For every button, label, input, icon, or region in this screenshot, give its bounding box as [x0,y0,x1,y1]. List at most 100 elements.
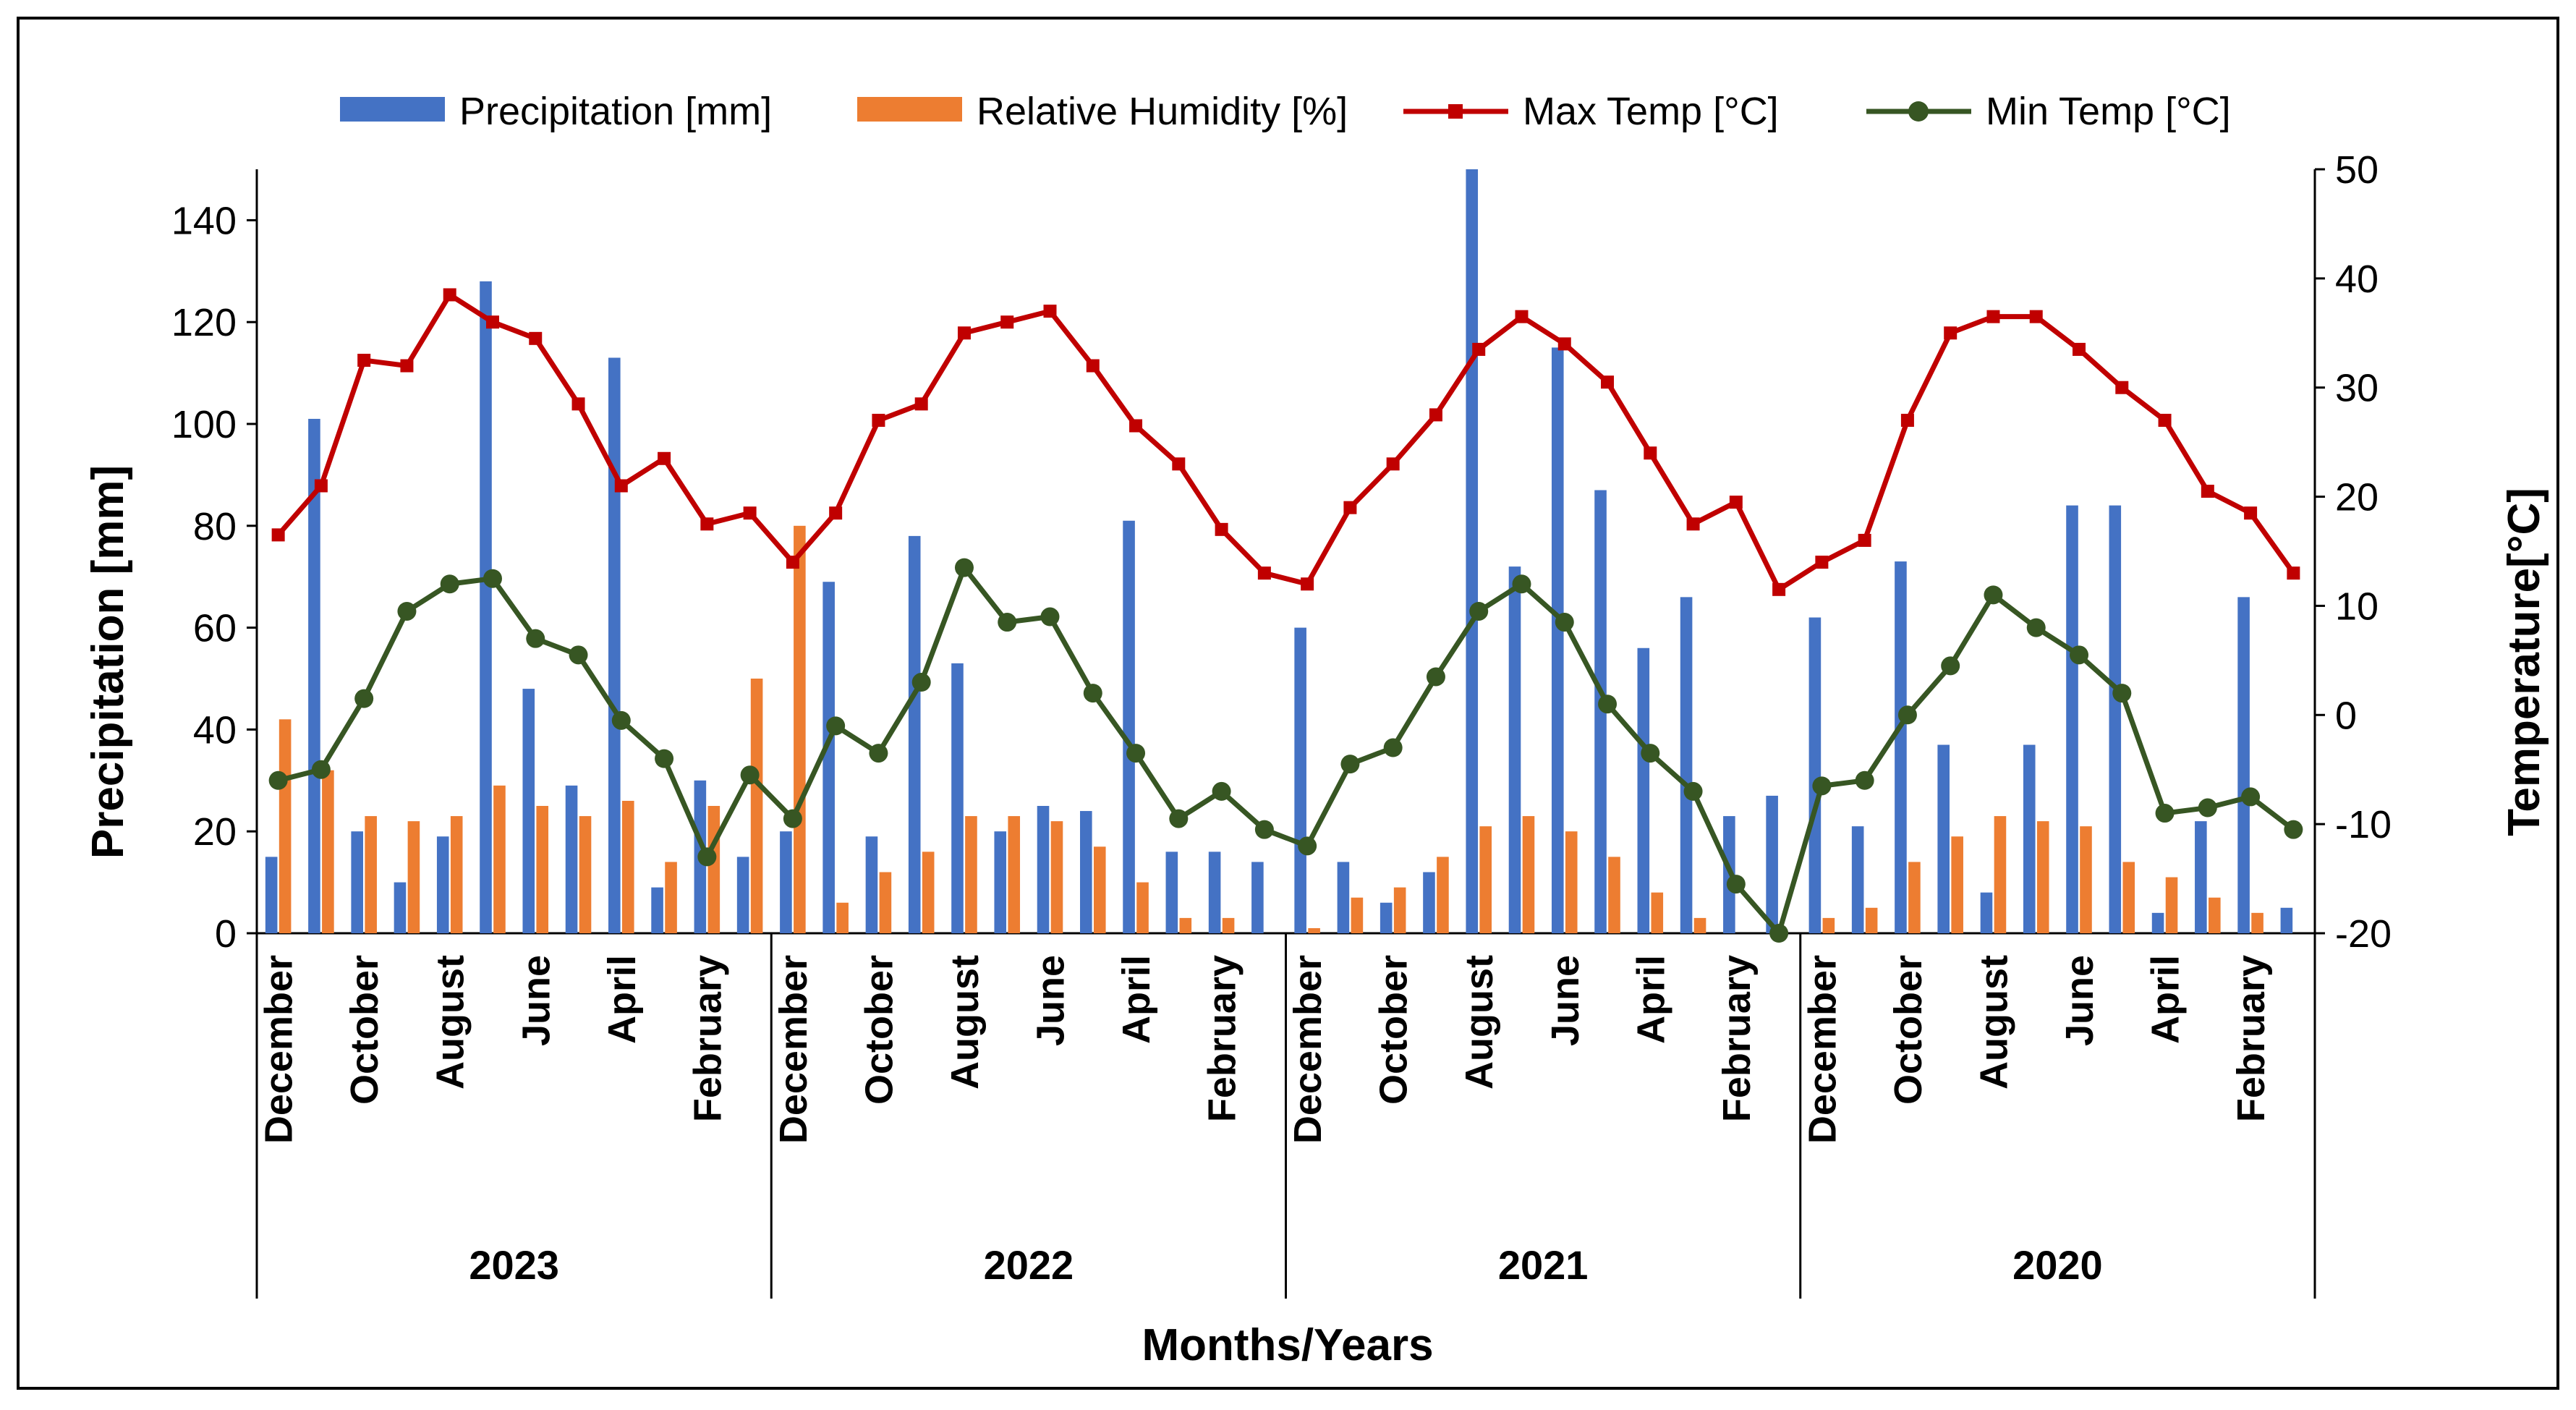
precipitation-bar [1423,872,1435,933]
y-left-tick-label: 40 [193,708,237,752]
max-temp-point [485,315,499,329]
humidity-bar [1522,816,1535,933]
month-tick-label: October [1372,955,1416,1105]
min-temp-point [1254,820,1274,839]
precipitation-bar [1380,902,1393,933]
max-temp-point [357,354,371,367]
series-lines [268,288,2303,943]
humidity-bar [1393,887,1406,933]
precipitation-bar [2237,597,2250,933]
legend-humidity: Relative Humidity [%] [857,90,1348,133]
min-temp-line [277,565,2295,936]
legend-humidity-swatch [857,97,962,122]
min-temp-point [311,760,331,779]
humidity-bar [1994,816,2007,933]
y-left-tick-label: 60 [193,607,237,650]
legend-min-temp-label: Min Temp [°C] [1986,90,2231,133]
max-temp-point [2115,381,2129,394]
min-temp-point [998,613,1017,632]
legend-humidity-label: Relative Humidity [%] [977,90,1348,133]
humidity-bar [2122,862,2135,933]
min-temp-point [2284,820,2303,839]
humidity-bar [2209,897,2221,933]
precipitation-bar [1937,744,1950,933]
precipitation-bar [308,418,320,933]
month-tick-label: June [1029,955,1073,1046]
min-temp-point [1683,781,1703,801]
min-temp-point [2070,645,2089,665]
max-temp-point [1557,337,1571,351]
max-temp-point [1815,556,1829,569]
min-temp-point [2241,787,2261,807]
max-temp-point [658,451,671,465]
precipitation-bar [608,357,621,934]
y-right-tick-label: 30 [2335,367,2379,410]
month-tick-label: August [943,955,987,1090]
precipitation-bar [2280,907,2293,933]
max-temp-point [529,331,543,345]
max-temp-point [914,397,928,411]
month-tick-label: June [2058,955,2101,1046]
y-right-tick-label: 20 [2335,476,2379,519]
legend-precipitation-swatch [340,97,445,122]
precipitation-bar [994,831,1007,933]
min-temp-point [1426,667,1445,687]
humidity-bar [707,806,720,933]
min-temp-point [526,629,545,648]
month-tick-label: December [1286,955,1330,1144]
humidity-bar [450,816,463,933]
precipitation-bar [1766,795,1778,933]
month-tick-label: October [343,955,386,1105]
month-tick-label: December [258,955,301,1144]
min-temp-point [783,809,802,828]
legend-max-temp: Max Temp [°C] [1403,90,1779,133]
precipitation-bar [1466,169,1479,933]
month-tick-label: August [1458,955,1501,1090]
x-axis: December October August June April February 20… [255,933,2316,1299]
humidity-bar [2036,821,2049,933]
min-temp-point [1897,705,1917,725]
legend-max-temp-swatch-marker [1448,104,1463,119]
humidity-bar [536,806,549,933]
max-temp-point [2244,506,2258,520]
min-temp-point [440,574,459,594]
min-temp-point [611,710,631,730]
precipitation-bar [951,663,964,933]
max-temp-point [1043,305,1057,318]
precipitation-bar [780,831,792,933]
y-left-tick-label: 80 [193,505,237,548]
min-temp-point [1383,738,1403,757]
max-temp-point [443,288,456,302]
max-temp-line [276,292,2296,593]
max-temp-point [1944,326,1957,340]
max-temp-point [1301,577,1314,591]
max-temp-point [1858,533,1871,547]
y-left-tick-label: 0 [215,912,237,956]
precipitation-bar [1680,597,1693,933]
precipitation-bar [1851,826,1864,933]
y-left-tick-label: 100 [171,403,237,446]
min-temp-point [1598,695,1618,714]
humidity-bar [1865,907,1878,933]
precipitation-bar [1294,627,1306,933]
year-label: 2022 [984,1242,1074,1288]
humidity-bar [1179,917,1192,933]
precipitation-bar [265,857,278,933]
humidity-bar [1479,826,1492,933]
humidity-bar [1050,821,1063,933]
humidity-bar [1693,917,1706,933]
humidity-bar [2165,877,2178,933]
min-temp-point [655,749,674,768]
precipitation-bar [1123,520,1135,933]
y-left-tick-label: 20 [193,810,237,854]
min-temp-point [1555,613,1574,632]
precipitation-bar [1508,566,1521,933]
max-temp-point [872,413,885,427]
humidity-bar [1951,836,1963,933]
humidity-bar [365,816,377,933]
precipitation-bar [1637,647,1650,933]
min-temp-point [1641,744,1660,763]
min-temp-point [1769,924,1789,943]
humidity-bar [493,785,506,933]
